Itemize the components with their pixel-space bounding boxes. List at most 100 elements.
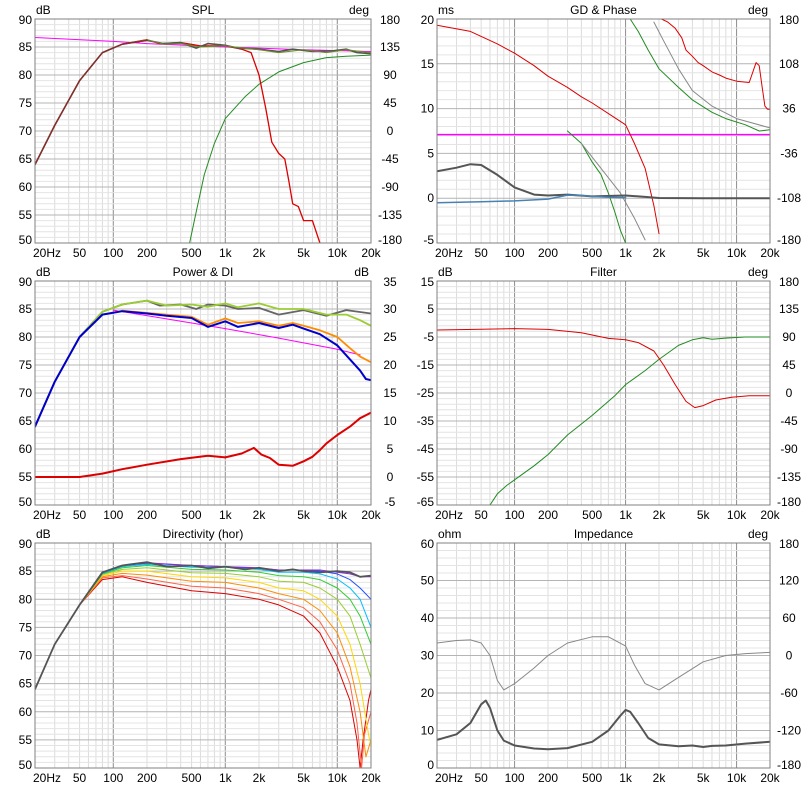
series-group (437, 328, 770, 505)
y2-tick-label: -60 (780, 686, 798, 700)
x-tick-label: 50 (73, 508, 87, 522)
x-tick-label: 200 (538, 246, 558, 260)
x-tick-label: 10k (328, 771, 348, 785)
y-tick-label: 40 (421, 611, 435, 625)
y2-tick-label: 36 (782, 102, 796, 116)
series-line-4 (629, 19, 770, 132)
y2-tick-label: 10 (383, 414, 397, 428)
chart-title: Impedance (574, 527, 634, 541)
y2-tick-label: 90 (383, 68, 397, 82)
y2-tick-label: 180 (380, 13, 400, 27)
y-tick-label: -5 (423, 233, 434, 247)
plot-frame (436, 18, 771, 244)
y-tick-label: 10 (421, 102, 435, 116)
left-unit-label: dB (438, 265, 453, 279)
x-tick-label: 2k (653, 771, 667, 785)
x-tick-label: 20k (760, 246, 780, 260)
x-tick-label: 5k (697, 771, 711, 785)
y-tick-label: 90 (19, 537, 33, 551)
x-tick-label: 50 (73, 246, 87, 260)
x-tick-label: 5k (697, 246, 711, 260)
left-unit-label: dB (36, 527, 51, 541)
y-tick-label: 50 (19, 758, 33, 772)
y2-tick-label: -5 (385, 495, 396, 509)
series-group (437, 19, 770, 243)
grid (437, 280, 770, 506)
x-tick-label: 200 (538, 508, 558, 522)
y-tick-label: 15 (421, 275, 435, 289)
y2-tick-label: -135 (777, 470, 801, 484)
x-tick-label: 500 (182, 771, 202, 785)
x-tick-label: 1k (619, 508, 633, 522)
x-tick-label: 500 (582, 508, 602, 522)
series-line-9 (35, 561, 371, 691)
series-group (35, 299, 371, 478)
y2-tick-label: 0 (786, 649, 793, 663)
series-line-0 (437, 636, 770, 691)
y2-tick-label: 45 (383, 96, 397, 110)
x-tick-label: 200 (538, 771, 558, 785)
series-line-0 (489, 336, 770, 505)
y-tick-label: 0 (427, 758, 434, 772)
x-tick-label: 2k (653, 508, 667, 522)
chart-title: Power & DI (173, 265, 234, 279)
y-tick-label: -55 (417, 470, 435, 484)
y2-tick-label: 45 (782, 358, 796, 372)
series-line-2 (660, 19, 770, 110)
x-tick-label: 20Hz (33, 508, 61, 522)
y-tick-label: 60 (19, 180, 33, 194)
x-tick-label: 100 (103, 508, 123, 522)
series-line-3 (567, 130, 627, 243)
chart-panel-4: Directivity (hor) dB 50 55 60 65 70 75 80 85 90 20H… (19, 527, 382, 785)
chart-title: Filter (590, 265, 617, 279)
y-tick-label: 65 (19, 152, 33, 166)
plot-area (437, 19, 770, 243)
y2-tick-label: -45 (780, 414, 798, 428)
y-tick-label: 70 (19, 124, 33, 138)
y-tick-label: 60 (421, 537, 435, 551)
y2-tick-label: 180 (779, 13, 799, 27)
x-tick-label: 5k (697, 508, 711, 522)
series-line-6 (653, 21, 770, 129)
x-tick-label: 10k (328, 246, 348, 260)
x-tick-label: 500 (182, 246, 202, 260)
series-group (437, 636, 770, 751)
y2-tick-label: 135 (779, 302, 799, 316)
x-tick-label: 200 (137, 771, 157, 785)
y-tick-label: 70 (19, 386, 33, 400)
chart-title: SPL (192, 3, 215, 17)
chart-title: GD & Phase (570, 3, 637, 17)
chart-panel-2: Power & DI dB dB 50 55 60 65 70 75 80 85 90 -5 0 5 10 15… (19, 265, 397, 522)
y2-tick-label: -180 (378, 233, 402, 247)
right-unit-label: dB (354, 265, 369, 279)
x-tick-label: 500 (582, 771, 602, 785)
chart-panel-0: SPL dB deg 50 55 60 65 70 75 80 85 90 -180 -135 -90 -45… (19, 3, 403, 260)
x-tick-label: 10k (328, 508, 348, 522)
y2-tick-label: -90 (381, 180, 399, 194)
y-tick-label: 65 (19, 677, 33, 691)
x-tick-label: 2k (253, 246, 267, 260)
x-tick-label: 20Hz (33, 246, 61, 260)
x-tick-label: 50 (474, 246, 488, 260)
y-tick-label: 60 (19, 705, 33, 719)
y2-tick-label: 180 (779, 275, 799, 289)
x-tick-label: 5k (297, 771, 311, 785)
series-line-1 (35, 575, 371, 768)
y-tick-label: 85 (19, 40, 33, 54)
y2-tick-label: -180 (777, 233, 801, 247)
y2-tick-label: -180 (777, 758, 801, 772)
series-group (35, 37, 371, 243)
plot-frame (34, 18, 372, 244)
x-tick-label: 2k (653, 246, 667, 260)
series-line-2 (35, 299, 371, 428)
x-tick-label: 1k (219, 771, 233, 785)
y-tick-label: 80 (19, 330, 33, 344)
series-line-1 (437, 328, 770, 409)
y2-tick-label: 0 (387, 470, 394, 484)
x-tick-label: 20k (361, 508, 381, 522)
x-tick-label: 100 (103, 246, 123, 260)
x-tick-label: 200 (137, 246, 157, 260)
